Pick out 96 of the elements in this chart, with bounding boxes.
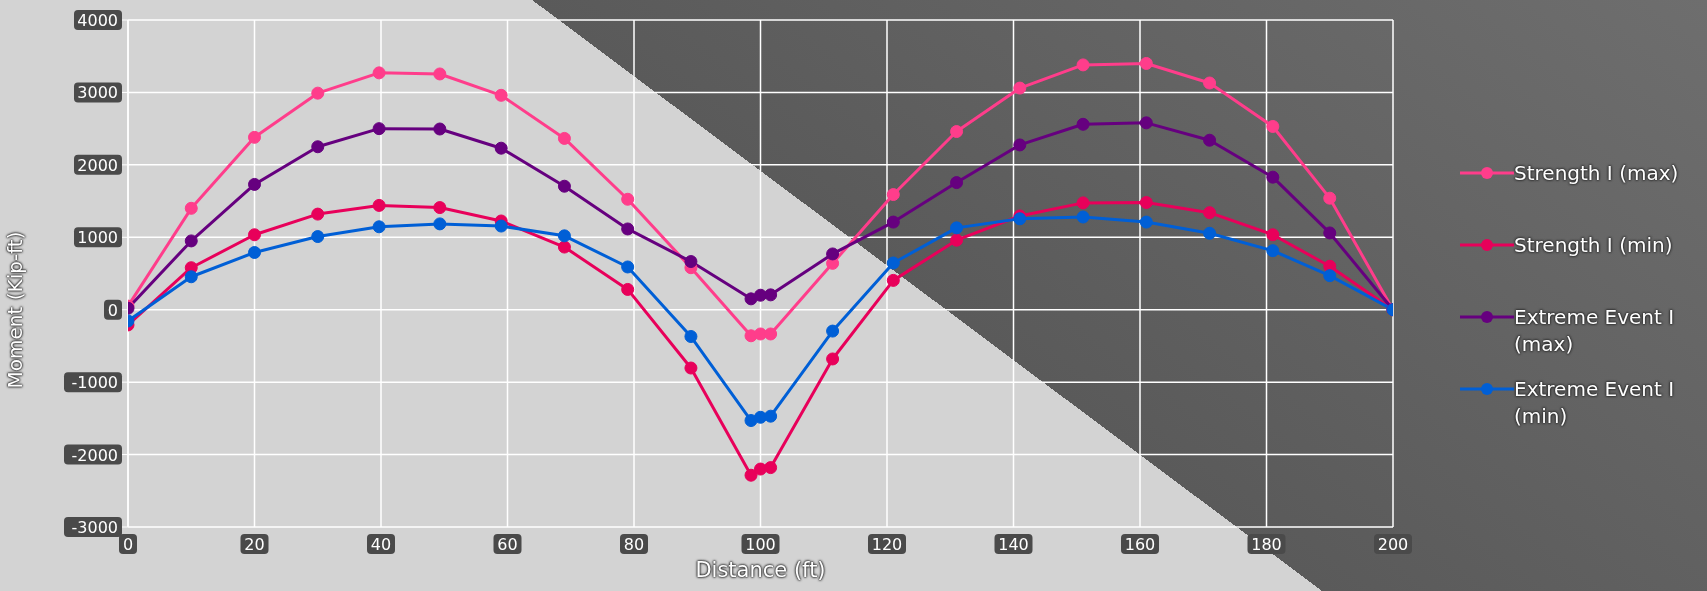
point	[744, 292, 758, 306]
point	[684, 330, 698, 344]
point	[744, 468, 758, 482]
point	[1323, 269, 1337, 283]
legend-label: Extreme Event I (max)	[1514, 304, 1676, 358]
point	[886, 215, 900, 229]
point	[1266, 170, 1280, 184]
point	[764, 461, 778, 475]
point	[494, 219, 508, 233]
point	[764, 288, 778, 302]
point	[1203, 206, 1217, 220]
point	[684, 361, 698, 375]
point	[1013, 81, 1027, 95]
point	[826, 247, 840, 261]
point	[826, 352, 840, 366]
point	[184, 234, 198, 248]
point	[494, 88, 508, 102]
point	[621, 222, 635, 236]
point	[886, 273, 900, 287]
point	[248, 130, 261, 144]
point	[621, 260, 635, 274]
point	[1266, 119, 1280, 133]
point	[372, 198, 386, 212]
point	[311, 86, 325, 100]
point	[621, 192, 635, 206]
point	[1076, 196, 1090, 210]
point	[557, 229, 571, 243]
point	[950, 176, 964, 190]
point	[557, 131, 571, 145]
point	[1013, 138, 1027, 152]
point	[826, 324, 840, 338]
point	[433, 67, 447, 81]
point	[1203, 76, 1217, 90]
point	[950, 125, 964, 139]
point	[1076, 58, 1090, 72]
y-tick-label: 3000	[77, 83, 118, 103]
x-tick-label: 180	[1251, 535, 1282, 554]
point	[1203, 226, 1217, 240]
point	[1323, 226, 1337, 240]
x-tick-label: 20	[244, 535, 265, 554]
point	[1266, 228, 1280, 242]
point	[1076, 210, 1090, 224]
y-tick-label: -1000	[71, 373, 118, 393]
point	[372, 122, 386, 136]
point	[1266, 244, 1280, 258]
y-tick-label: 2000	[77, 155, 118, 175]
point	[764, 409, 778, 423]
point	[433, 201, 447, 215]
y-axis-title: Moment (Kip-ft)	[3, 231, 27, 389]
y-tick-label: 4000	[77, 11, 118, 30]
point	[1076, 117, 1090, 131]
x-tick-label: 0	[122, 535, 134, 554]
point	[248, 177, 261, 191]
x-tick-label: 140	[998, 535, 1029, 554]
point	[557, 179, 571, 193]
x-tick-label: 120	[871, 535, 903, 554]
x-tick-label: 100	[745, 535, 776, 554]
point	[184, 201, 198, 215]
y-tick-label: 1000	[77, 228, 118, 248]
legend-label: Strength I (min)	[1514, 232, 1674, 259]
point	[557, 240, 571, 254]
x-tick-label: 80	[623, 535, 645, 554]
point	[1203, 133, 1217, 147]
point	[684, 255, 698, 269]
point	[764, 327, 778, 341]
legend-label: Strength I (max)	[1514, 160, 1680, 187]
y-tick-label: -3000	[71, 518, 118, 537]
point	[621, 282, 635, 296]
point	[1139, 116, 1153, 130]
point	[494, 141, 508, 155]
x-tick-label: 160	[1124, 535, 1156, 554]
point	[372, 66, 386, 80]
point	[372, 220, 386, 234]
y-tick-label: 0	[107, 300, 118, 320]
point	[248, 228, 261, 242]
point	[950, 233, 964, 247]
point	[1139, 196, 1153, 210]
x-tick-label: 60	[497, 535, 518, 554]
x-tick-label: 40	[370, 535, 392, 554]
point	[433, 217, 447, 231]
point	[311, 230, 325, 244]
x-axis-title: Distance (ft)	[694, 558, 827, 582]
legend-label: Extreme Event I (min)	[1514, 376, 1676, 430]
point	[311, 140, 325, 154]
x-tick-label: 200	[1377, 535, 1409, 554]
point	[1323, 191, 1337, 205]
point	[886, 188, 900, 202]
point	[886, 256, 900, 270]
point	[1139, 56, 1153, 70]
point	[184, 270, 198, 284]
point	[1139, 215, 1153, 229]
y-tick-label: -2000	[71, 445, 118, 465]
point	[433, 122, 447, 136]
point	[950, 221, 964, 235]
point	[248, 246, 261, 259]
point	[311, 207, 325, 221]
